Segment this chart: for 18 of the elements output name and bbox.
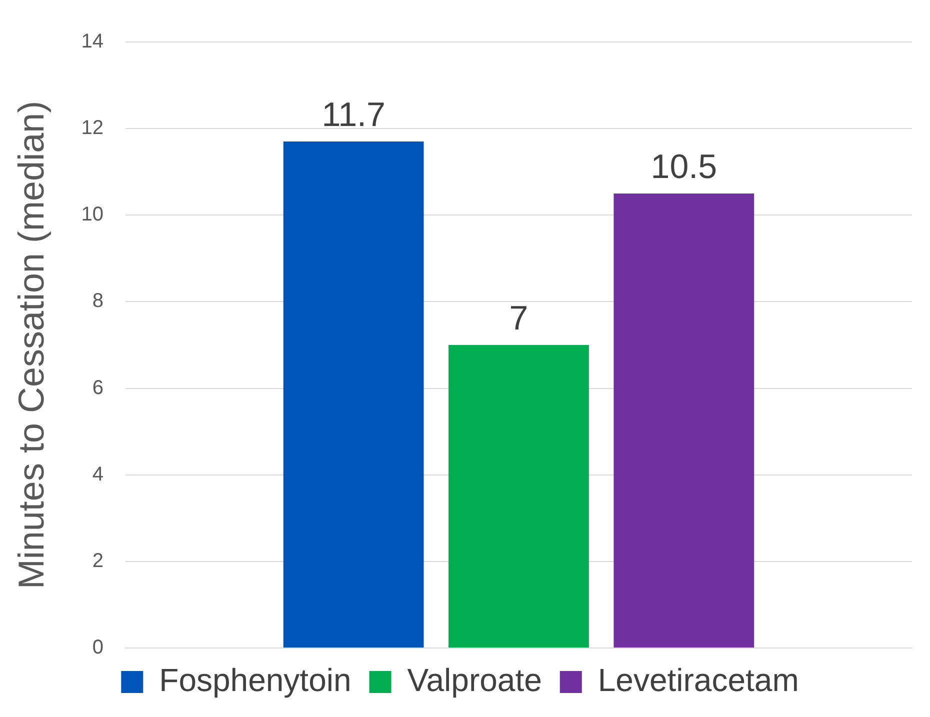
y-tick-label: 2 xyxy=(92,550,104,572)
y-tick-label: 6 xyxy=(92,376,104,399)
legend-label: Fosphenytoin xyxy=(159,662,352,698)
data-label: 11.7 xyxy=(322,96,386,134)
y-tick-label: 10 xyxy=(81,204,104,226)
y-tick-label: 0 xyxy=(92,636,104,659)
y-tick-label: 8 xyxy=(92,290,104,312)
legend-label: Levetiracetam xyxy=(598,662,799,698)
data-label: 10.5 xyxy=(650,148,717,186)
legend-label: Valproate xyxy=(407,662,542,698)
bar xyxy=(283,142,424,648)
bar xyxy=(614,194,754,648)
y-tick-label: 12 xyxy=(81,117,104,140)
bar xyxy=(448,345,589,648)
y-axis-title: Minutes to Cessation (median) xyxy=(10,100,52,590)
y-tick-label: 4 xyxy=(92,463,104,486)
data-label: 7 xyxy=(509,299,528,338)
y-tick-label: 14 xyxy=(81,30,104,53)
